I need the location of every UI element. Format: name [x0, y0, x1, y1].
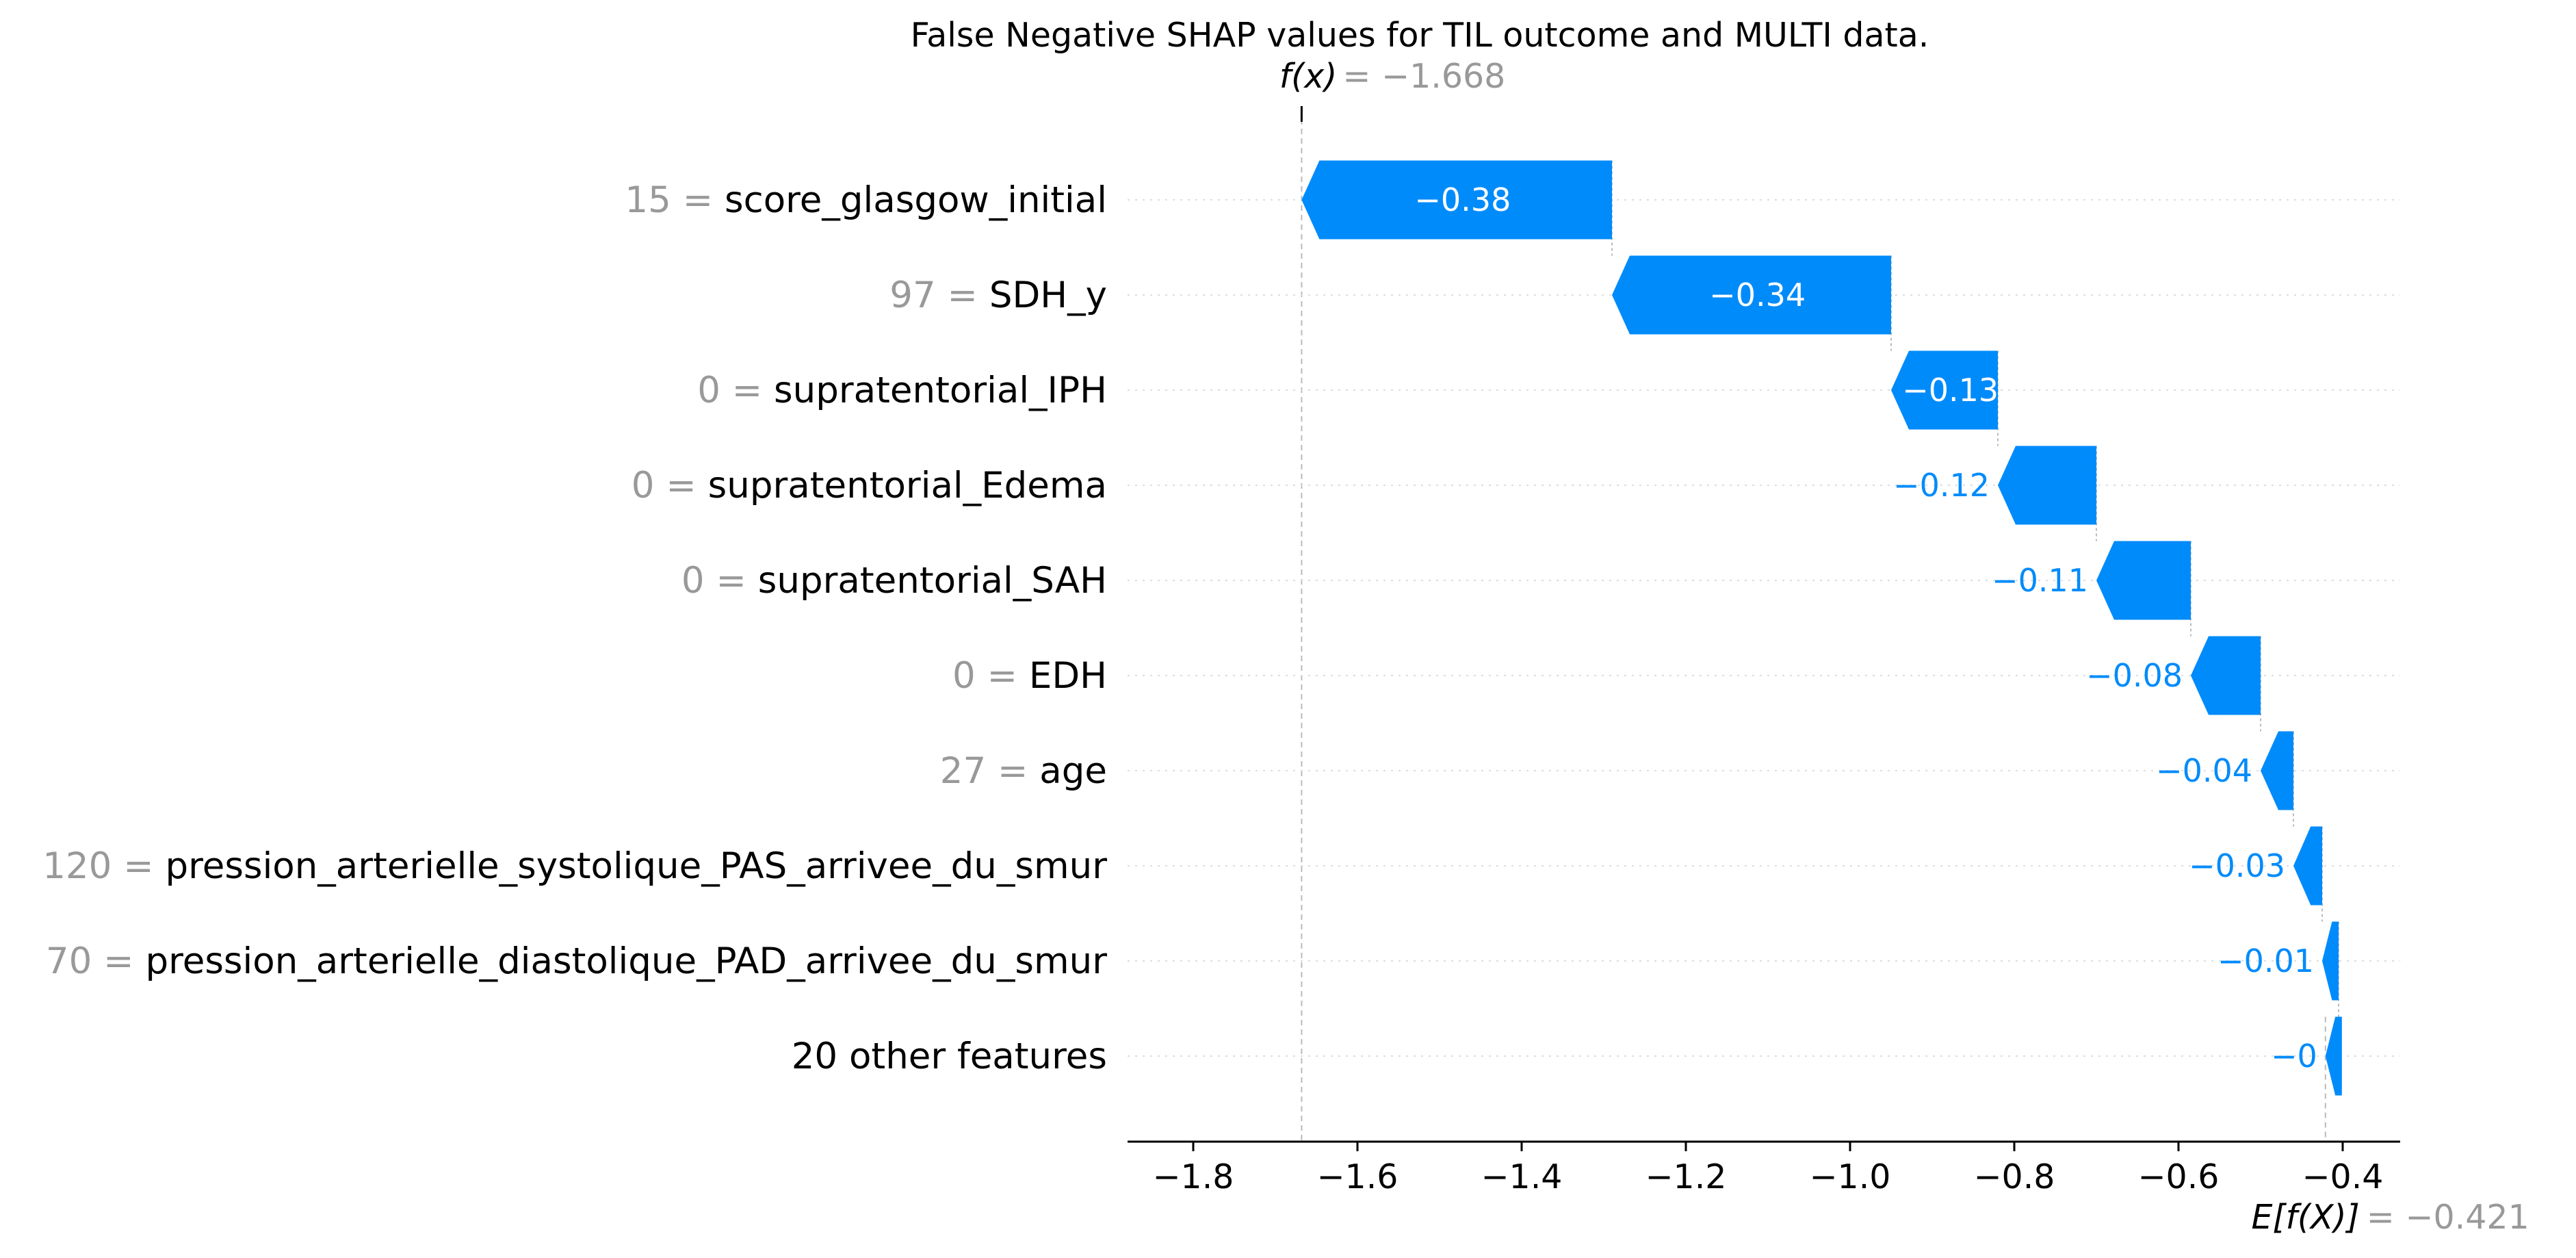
bar-value-label: −0.03 — [2189, 847, 2285, 884]
bar-value-label: −0.12 — [1893, 467, 1990, 504]
x-tick-label: −1.4 — [1481, 1157, 1563, 1196]
feature-value: 0 = — [681, 560, 758, 602]
feature-label: 27 = age — [940, 750, 1107, 792]
bar-value-label: −0.34 — [1709, 277, 1806, 313]
feature-value: 15 = — [625, 179, 725, 221]
x-axis: −1.8 −1.6 −1.4 −1.2 −1.0 −0.8 −0.6 −0.4 — [1128, 1140, 2400, 1196]
bar-value-label: −0.11 — [1992, 562, 2088, 599]
feature-value: 0 = — [697, 370, 774, 411]
shap-bar — [1998, 446, 2096, 525]
feature-name: score_glasgow_initial — [725, 179, 1107, 221]
shap-bar — [2293, 826, 2322, 906]
shap-bar — [1891, 350, 1998, 430]
shap-bar — [2261, 731, 2293, 810]
x-tick-label: −1.2 — [1645, 1157, 1727, 1196]
feature-label: 15 = score_glasgow_initial — [625, 179, 1107, 221]
x-tick-label: −1.0 — [1810, 1157, 1891, 1196]
feature-value: 0 = — [952, 655, 1029, 697]
bar-value-label: −0.08 — [2086, 657, 2183, 694]
feature-value: 0 = — [632, 465, 708, 506]
shap-bars: −0.38 −0.34 −0.13 −0.12 −0.11 −0.08 −0.04 −0.03… — [1301, 160, 2342, 1096]
shap-bar — [2322, 921, 2339, 1001]
base-value-annotation: E[f(X)] = −0.421 — [2252, 1198, 2529, 1237]
bar-value-label: −0.38 — [1414, 181, 1511, 218]
x-tick-label: −0.6 — [2138, 1157, 2220, 1196]
fx-value: = −1.668 — [1342, 57, 1505, 96]
feature-value: 27 = — [940, 750, 1040, 792]
feature-name: pression_arterielle_systolique_PAS_arriv… — [165, 845, 1107, 887]
feature-name: EDH — [1029, 655, 1107, 697]
shap-bar — [1301, 160, 1612, 240]
fx-annotation: f(x) = −1.668 — [1279, 57, 1505, 96]
feature-name: supratentorial_Edema — [708, 465, 1107, 506]
feature-label: 20 other features — [792, 1036, 1107, 1077]
bar-value-label: −0 — [2271, 1038, 2317, 1075]
feature-name: supratentorial_IPH — [774, 370, 1107, 411]
feature-value: 120 = — [42, 845, 165, 887]
bar-value-label: −0.01 — [2217, 942, 2314, 979]
shap-bar — [1612, 255, 1891, 335]
feature-labels: 15 = score_glasgow_initial 97 = SDH_y 0 = … — [42, 179, 1107, 1077]
feature-value: 97 = — [889, 274, 989, 316]
feature-label: 0 = supratentorial_IPH — [697, 370, 1107, 411]
x-tick-label: −1.8 — [1153, 1157, 1234, 1196]
base-value-number: = −0.421 — [2367, 1198, 2529, 1237]
x-tick-label: −0.4 — [2302, 1157, 2384, 1196]
feature-label: 120 = pression_arterielle_systolique_PAS… — [42, 845, 1107, 887]
shap-bar — [2191, 636, 2261, 715]
bar-value-label: −0.13 — [1902, 372, 1999, 409]
fx-label: f(x) — [1279, 57, 1337, 96]
feature-label: 97 = SDH_y — [889, 274, 1107, 316]
shap-bar — [2325, 1016, 2342, 1096]
feature-name: age — [1039, 750, 1107, 792]
feature-value: 70 = — [46, 940, 146, 982]
bar-value-label: −0.04 — [2156, 752, 2252, 789]
base-value-label: E[f(X)] — [2252, 1198, 2360, 1237]
feature-label: 0 = supratentorial_SAH — [681, 560, 1107, 602]
chart-title: False Negative SHAP values for TIL outco… — [911, 16, 1929, 55]
feature-label: 70 = pression_arterielle_diastolique_PAD… — [46, 940, 1107, 982]
x-tick-label: −0.8 — [1974, 1157, 2055, 1196]
feature-name: supratentorial_SAH — [758, 560, 1107, 602]
feature-name: pression_arterielle_diastolique_PAD_arri… — [145, 940, 1107, 982]
feature-label: 0 = supratentorial_Edema — [632, 465, 1107, 506]
feature-name: 20 other features — [792, 1036, 1107, 1077]
feature-label: 0 = EDH — [952, 655, 1107, 697]
x-tick-label: −1.6 — [1317, 1157, 1398, 1196]
feature-name: SDH_y — [989, 274, 1107, 316]
shap-bar — [2096, 541, 2191, 620]
